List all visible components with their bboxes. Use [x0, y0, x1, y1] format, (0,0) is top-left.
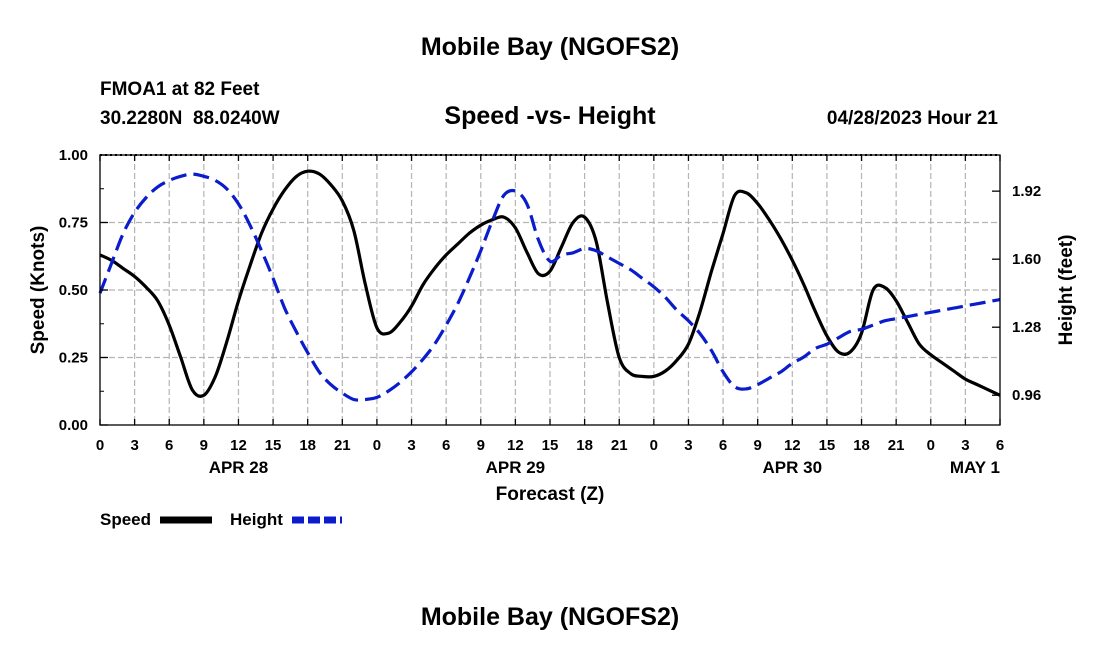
- x-tick-label: 3: [130, 437, 138, 454]
- x-date-label: APR 30: [763, 458, 823, 477]
- y-axis-right-label: Height (feet): [1056, 235, 1077, 346]
- x-tick-label: 3: [684, 437, 692, 454]
- y-left-tick-label: 0.75: [59, 215, 88, 232]
- x-tick-label: 21: [334, 437, 351, 454]
- x-tick-label: 18: [299, 437, 316, 454]
- bottom-title: Mobile Bay (NGOFS2): [421, 603, 679, 631]
- x-tick-label: 21: [888, 437, 905, 454]
- x-tick-label: 0: [373, 437, 381, 454]
- x-tick-label: 0: [96, 437, 104, 454]
- x-tick-label: 6: [996, 437, 1004, 454]
- x-tick-label: 18: [853, 437, 870, 454]
- y-right-tick-label: 0.96: [1012, 387, 1041, 404]
- forecast-datetime: 04/28/2023 Hour 21: [827, 108, 999, 129]
- coordinates-label: 30.2280N 88.0240W: [100, 108, 280, 129]
- y-right-tick-label: 1.92: [1012, 183, 1041, 200]
- station-label: FMOA1 at 82 Feet: [100, 79, 260, 100]
- y-left-tick-label: 0.00: [59, 417, 88, 434]
- series-line-height: [98, 172, 1001, 402]
- x-date-label: APR 28: [209, 458, 269, 477]
- legend-label-height: Height: [230, 510, 283, 529]
- x-tick-label: 9: [754, 437, 762, 454]
- y-right-tick-label: 1.60: [1012, 251, 1041, 268]
- x-tick-label: 21: [611, 437, 628, 454]
- x-date-label: MAY 1: [950, 458, 1000, 477]
- y-left-tick-label: 1.00: [59, 147, 88, 164]
- y-right-tick-label: 1.28: [1012, 319, 1041, 336]
- axes-group: 0 3 6 9 12 15 18 21 0 3 6 9 12 15 18 21 0 3 6 9 12 15 18 21 0 3 6 A…: [59, 147, 1041, 477]
- x-tick-label: 3: [407, 437, 415, 454]
- legend-label-speed: Speed: [100, 510, 151, 529]
- x-tick-label: 0: [650, 437, 658, 454]
- chart-title: Speed -vs- Height: [444, 102, 656, 130]
- x-tick-label: 0: [927, 437, 935, 454]
- x-date-label: APR 29: [486, 458, 546, 477]
- y-axis-left-label: Speed (Knots): [28, 226, 49, 355]
- x-tick-label: 18: [576, 437, 593, 454]
- x-tick-label: 6: [719, 437, 727, 454]
- x-tick-label: 9: [200, 437, 208, 454]
- x-tick-label: 12: [784, 437, 801, 454]
- legend: Speed Height: [100, 510, 342, 529]
- y-left-tick-label: 0.25: [59, 350, 88, 367]
- grid-lines: [100, 155, 1000, 425]
- x-tick-label: 3: [961, 437, 969, 454]
- x-axis-label: Forecast (Z): [496, 484, 605, 505]
- x-tick-label: 15: [542, 437, 559, 454]
- x-tick-label: 9: [477, 437, 485, 454]
- y-left-tick-label: 0.50: [59, 282, 88, 299]
- x-tick-label: 12: [507, 437, 524, 454]
- series-group: [98, 169, 1001, 402]
- x-tick-label: 15: [265, 437, 282, 454]
- x-tick-label: 12: [230, 437, 247, 454]
- x-tick-label: 6: [442, 437, 450, 454]
- x-tick-label: 6: [165, 437, 173, 454]
- series-line-speed: [99, 169, 1001, 398]
- page-title: Mobile Bay (NGOFS2): [421, 33, 679, 61]
- x-tick-label: 15: [819, 437, 836, 454]
